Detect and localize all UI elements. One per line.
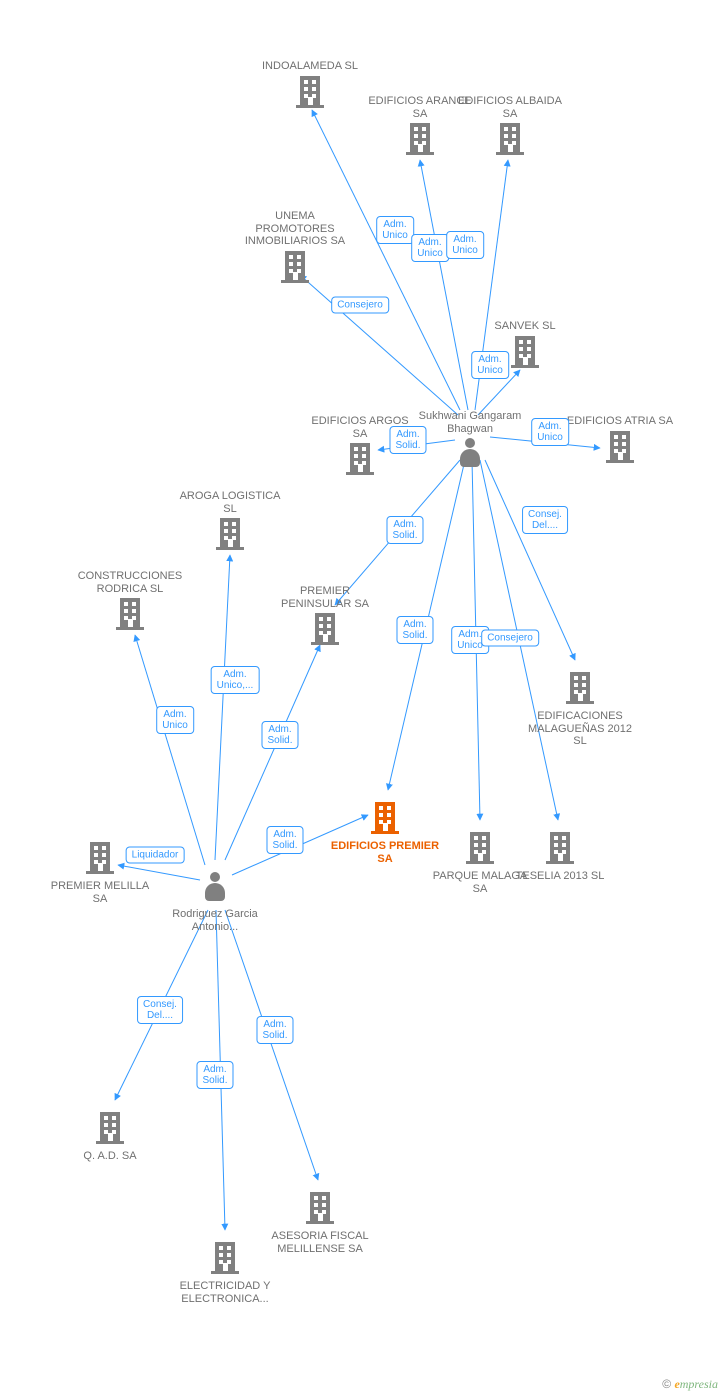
edge-rodriguez-asesoria (225, 910, 318, 1180)
building-icon (75, 598, 185, 633)
edge-label-rodriguez-aroga[interactable]: Adm.Unico,... (211, 666, 260, 694)
node-label: SANVEK SL (470, 320, 580, 333)
node-albaida[interactable]: EDIFICIOS ALBAIDA SA (455, 95, 565, 160)
node-label: TESELIA 2013 SL (505, 870, 615, 883)
node-electricidad[interactable]: ELECTRICIDAD Y ELECTRONICA... (170, 1240, 280, 1305)
edge-label-rodriguez-premierpen[interactable]: Adm.Solid. (261, 721, 298, 749)
node-indoalameda[interactable]: INDOALAMEDA SL (255, 60, 365, 113)
node-rodriguez[interactable]: Rodriguez Garcia Antonio... (160, 870, 270, 933)
node-label: EDIFICIOS PREMIER SA (330, 840, 440, 865)
building-icon (175, 518, 285, 553)
edge-label-rodriguez-asesoria[interactable]: Adm.Solid. (256, 1016, 293, 1044)
person-icon (415, 438, 525, 471)
edge-label-sukhwani-teselia[interactable]: Consejero (481, 630, 539, 647)
node-label: INDOALAMEDA SL (255, 60, 365, 73)
node-label: ELECTRICIDAD Y ELECTRONICA... (170, 1280, 280, 1305)
node-label: PREMIER PENINSULAR SA (270, 585, 380, 610)
node-atria[interactable]: EDIFICIOS ATRIA SA (565, 415, 675, 468)
node-edifmalaga[interactable]: EDIFICACIONES MALAGUEÑAS 2012 SL (525, 670, 635, 748)
building-icon (525, 672, 635, 707)
person-icon (160, 872, 270, 905)
edge-label-sukhwani-arance[interactable]: Adm.Unico (411, 234, 449, 262)
building-icon (505, 832, 615, 867)
edge-label-rodriguez-edifpremier[interactable]: Adm.Solid. (266, 826, 303, 854)
copyright-symbol: © (662, 1377, 671, 1391)
building-icon (170, 1242, 280, 1277)
copyright: © empresia (662, 1377, 718, 1392)
building-icon (240, 251, 350, 286)
node-qad[interactable]: Q. A.D. SA (55, 1110, 165, 1163)
edge-rodriguez-construcciones (135, 635, 205, 865)
node-premierpen[interactable]: PREMIER PENINSULAR SA (270, 585, 380, 650)
node-asesoria[interactable]: ASESORIA FISCAL MELILLENSE SA (265, 1190, 375, 1255)
node-label: EDIFICIOS ATRIA SA (565, 415, 675, 428)
node-label: Rodriguez Garcia Antonio... (160, 908, 270, 933)
node-sukhwani[interactable]: Sukhwani Gangaram Bhagwan (415, 410, 525, 473)
edge-label-rodriguez-electricidad[interactable]: Adm.Solid. (196, 1061, 233, 1089)
edge-label-sukhwani-unema[interactable]: Consejero (331, 297, 389, 314)
edge-label-sukhwani-argos[interactable]: Adm.Solid. (389, 426, 426, 454)
node-aroga[interactable]: AROGA LOGISTICA SL (175, 490, 285, 555)
brand-rest: mpresia (680, 1377, 718, 1391)
node-label: ASESORIA FISCAL MELILLENSE SA (265, 1230, 375, 1255)
edge-label-sukhwani-indoalameda[interactable]: Adm.Unico (376, 216, 414, 244)
node-label: UNEMA PROMOTORES INMOBILIARIOS SA (240, 210, 350, 248)
node-label: EDIFICACIONES MALAGUEÑAS 2012 SL (525, 710, 635, 748)
node-construcciones[interactable]: CONSTRUCCIONES RODRICA SL (75, 570, 185, 635)
edge-sukhwani-arance (420, 160, 468, 410)
node-label: CONSTRUCCIONES RODRICA SL (75, 570, 185, 595)
edge-label-sukhwani-edifpremier[interactable]: Adm.Solid. (396, 616, 433, 644)
edge-label-sukhwani-albaida[interactable]: Adm.Unico (446, 231, 484, 259)
node-label: EDIFICIOS ALBAIDA SA (455, 95, 565, 120)
building-icon (270, 613, 380, 648)
node-label: AROGA LOGISTICA SL (175, 490, 285, 515)
building-icon (265, 1192, 375, 1227)
edge-label-sukhwani-sanvek[interactable]: Adm.Unico (471, 351, 509, 379)
building-icon (330, 802, 440, 837)
node-label: PREMIER MELILLA SA (45, 880, 155, 905)
edge-label-sukhwani-edifmalaga[interactable]: Consej.Del.... (522, 506, 568, 534)
building-icon (255, 76, 365, 111)
building-icon (455, 123, 565, 158)
building-icon (565, 431, 675, 466)
edge-label-rodriguez-construcciones[interactable]: Adm.Unico (156, 706, 194, 734)
edge-label-sukhwani-atria[interactable]: Adm.Unico (531, 418, 569, 446)
node-label: Sukhwani Gangaram Bhagwan (415, 410, 525, 435)
node-label: Q. A.D. SA (55, 1150, 165, 1163)
node-teselia[interactable]: TESELIA 2013 SL (505, 830, 615, 883)
edge-rodriguez-aroga (215, 555, 230, 860)
node-unema[interactable]: UNEMA PROMOTORES INMOBILIARIOS SA (240, 210, 350, 288)
edge-label-rodriguez-premiermelilla[interactable]: Liquidador (126, 847, 185, 864)
edge-label-rodriguez-qad[interactable]: Consej.Del.... (137, 996, 183, 1024)
node-edifpremier[interactable]: EDIFICIOS PREMIER SA (330, 800, 440, 865)
edge-label-sukhwani-premierpen[interactable]: Adm.Solid. (386, 516, 423, 544)
building-icon (55, 1112, 165, 1147)
